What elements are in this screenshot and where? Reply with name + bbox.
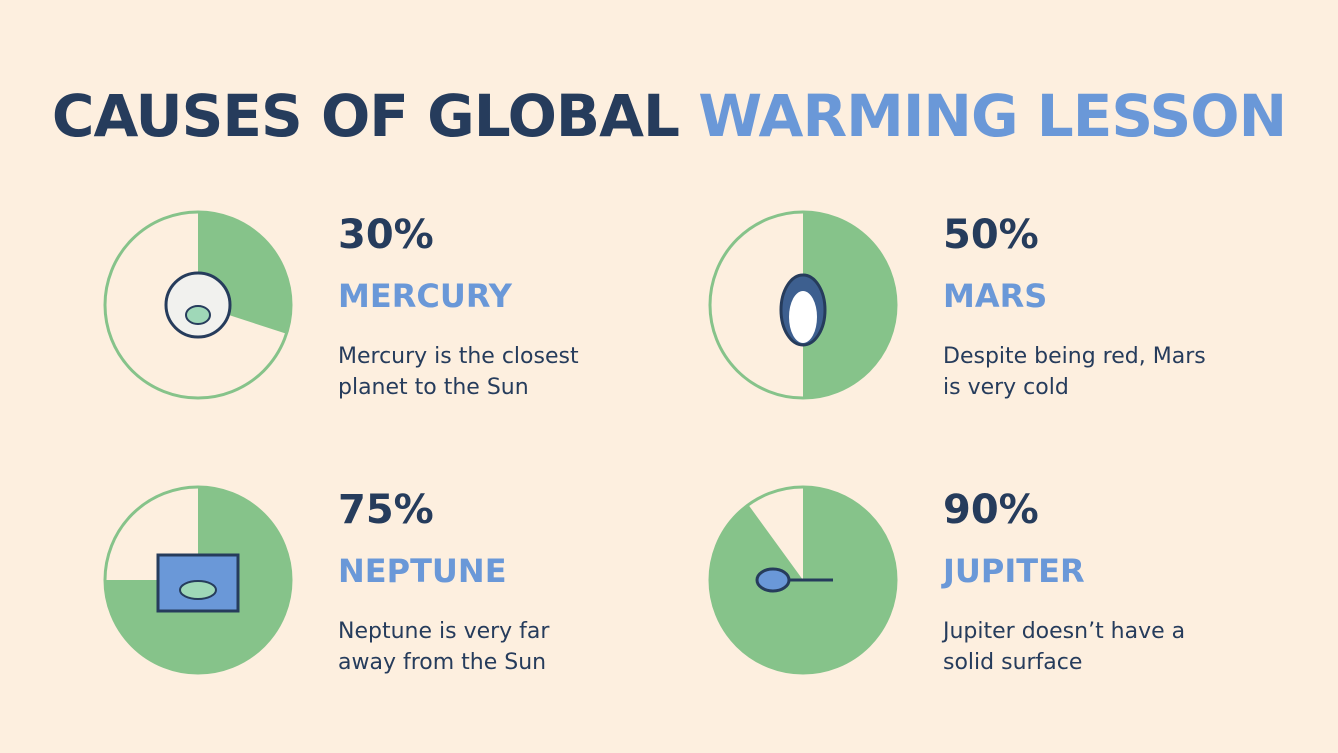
item-name: JUPITER [943,552,1085,590]
description: Jupiter doesn’t have a solid surface [943,619,1186,675]
percent: 50% [943,212,1039,258]
percent: 75% [338,487,434,533]
description: Despite being red, Mars is very cold [943,344,1206,400]
item-name: MERCURY [338,277,512,315]
description: Mercury is the closest planet to the Sun [338,344,579,400]
icon [789,291,817,343]
pie-slice [803,212,896,398]
title: CAUSES OF GLOBAL WARMING LESSON [0,82,1338,150]
item-name: MARS [943,277,1048,315]
percent: 90% [943,487,1039,533]
title-accent: WARMING LESSON [698,82,1287,150]
title-dark: CAUSES OF GLOBAL [51,82,680,150]
icon [179,580,217,600]
percent: 30% [338,212,434,258]
item-name: NEPTUNE [338,552,507,590]
icon [755,567,791,593]
icon [185,305,211,325]
description: Neptune is very far away from the Sun [338,619,550,675]
